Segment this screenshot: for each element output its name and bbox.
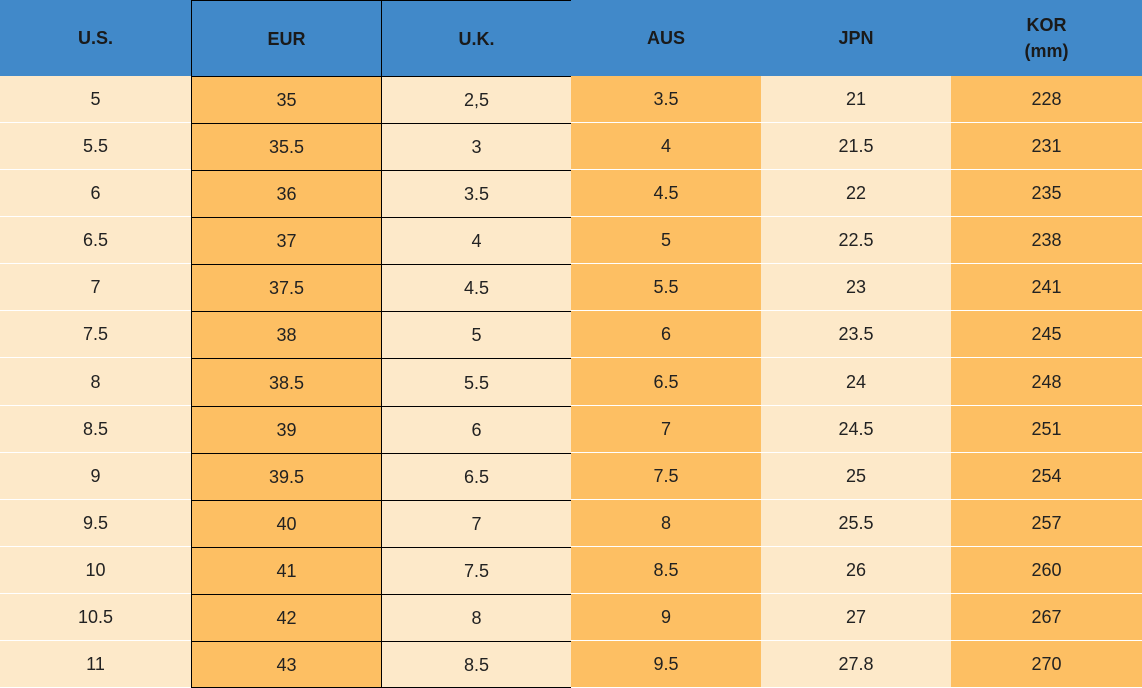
table-cell: 11: [0, 641, 191, 688]
table-cell: 228: [951, 76, 1142, 123]
column-header: U.S.: [0, 0, 191, 76]
table-cell: 22: [761, 170, 951, 217]
table-cell: 245: [951, 311, 1142, 358]
table-cell: 23: [761, 264, 951, 311]
table-cell: 9: [571, 594, 761, 641]
table-cell: 2,5: [381, 76, 572, 124]
table-cell: 4: [381, 217, 572, 265]
table-cell: 5.5: [0, 123, 191, 170]
table-cell: 35.5: [191, 123, 382, 171]
column-header: JPN: [761, 0, 951, 76]
table-cell: 238: [951, 217, 1142, 264]
table-cell: 38: [191, 311, 382, 359]
table-cell: 7.5: [571, 453, 761, 500]
table-cell: 6: [381, 406, 572, 454]
table-cell: 231: [951, 123, 1142, 170]
table-cell: 251: [951, 406, 1142, 453]
table-cell: 8: [571, 500, 761, 547]
column-header: KOR (mm): [951, 0, 1142, 76]
table-cell: 8: [381, 594, 572, 642]
table-cell: 43: [191, 641, 382, 688]
table-cell: 23.5: [761, 311, 951, 358]
table-cell: 27.8: [761, 641, 951, 688]
table-cell: 254: [951, 453, 1142, 500]
table-cell: 9.5: [0, 500, 191, 547]
table-cell: 6.5: [381, 453, 572, 501]
table-cell: 8.5: [571, 547, 761, 594]
table-cell: 35: [191, 76, 382, 124]
table-cell: 5.5: [381, 358, 572, 407]
table-cell: 8.5: [381, 641, 572, 688]
table-cell: 10: [0, 547, 191, 594]
table-cell: 235: [951, 170, 1142, 217]
table-cell: 10.5: [0, 594, 191, 641]
table-cell: 248: [951, 358, 1142, 406]
column-header: AUS: [571, 0, 761, 76]
table-cell: 25: [761, 453, 951, 500]
table-cell: 8: [0, 358, 191, 406]
table-cell: 21.5: [761, 123, 951, 170]
table-cell: 4.5: [381, 264, 572, 312]
table-cell: 5: [381, 311, 572, 359]
table-cell: 27: [761, 594, 951, 641]
table-cell: 37: [191, 217, 382, 265]
table-cell: 40: [191, 500, 382, 548]
column-header: EUR: [191, 0, 382, 77]
table-cell: 26: [761, 547, 951, 594]
table-cell: 5: [0, 76, 191, 123]
table-cell: 5: [571, 217, 761, 264]
table-cell: 42: [191, 594, 382, 642]
table-cell: 24: [761, 358, 951, 406]
table-cell: 36: [191, 170, 382, 218]
table-cell: 6.5: [571, 358, 761, 406]
table-cell: 8.5: [0, 406, 191, 453]
table-cell: 6.5: [0, 217, 191, 264]
table-cell: 5.5: [571, 264, 761, 311]
table-cell: 22.5: [761, 217, 951, 264]
table-cell: 39.5: [191, 453, 382, 501]
table-cell: 25.5: [761, 500, 951, 547]
table-cell: 257: [951, 500, 1142, 547]
table-cell: 267: [951, 594, 1142, 641]
table-cell: 21: [761, 76, 951, 123]
table-cell: 4.5: [571, 170, 761, 217]
table-cell: 7: [571, 406, 761, 453]
table-cell: 3.5: [381, 170, 572, 218]
table-cell: 3: [381, 123, 572, 171]
table-cell: 24.5: [761, 406, 951, 453]
table-cell: 9.5: [571, 641, 761, 688]
table-cell: 4: [571, 123, 761, 170]
table-cell: 7.5: [381, 547, 572, 595]
table-cell: 260: [951, 547, 1142, 594]
table-cell: 7: [0, 264, 191, 311]
table-cell: 7: [381, 500, 572, 548]
table-cell: 37.5: [191, 264, 382, 312]
table-cell: 7.5: [0, 311, 191, 358]
table-cell: 41: [191, 547, 382, 595]
table-cell: 6: [571, 311, 761, 358]
table-cell: 6: [0, 170, 191, 217]
table-cell: 270: [951, 641, 1142, 688]
table-cell: 38.5: [191, 358, 382, 407]
table-cell: 241: [951, 264, 1142, 311]
table-cell: 9: [0, 453, 191, 500]
table-cell: 3.5: [571, 76, 761, 123]
column-header: U.K.: [381, 0, 572, 77]
table-cell: 39: [191, 406, 382, 454]
